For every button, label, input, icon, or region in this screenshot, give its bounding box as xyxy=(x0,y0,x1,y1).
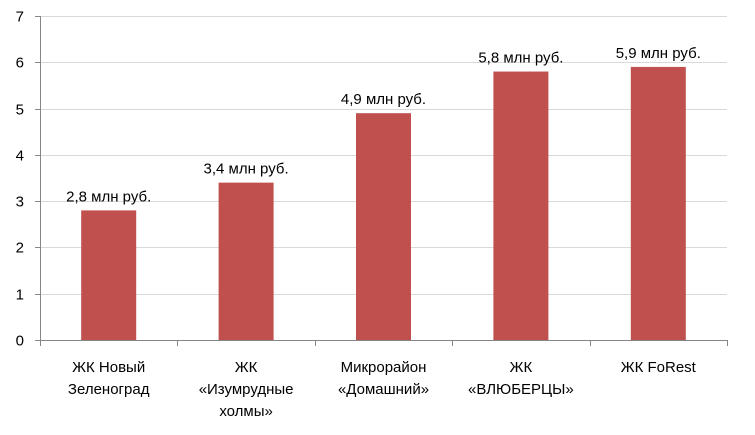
x-category-label: Микрорайон «Домашний» xyxy=(338,359,429,398)
bar xyxy=(493,71,549,341)
bar-data-label: 4,9 млн руб. xyxy=(341,91,426,108)
bar xyxy=(81,210,137,340)
bar-data-label: 3,4 млн руб. xyxy=(204,161,289,178)
x-category-label: ЖК FoRest xyxy=(621,359,697,376)
x-category-label: ЖК Новый Зеленоград xyxy=(68,359,150,398)
y-tick-labels: 0 1 2 3 4 5 6 7 xyxy=(16,9,24,350)
y-tick-label: 1 xyxy=(16,287,24,304)
x-category-label: ЖК «ВЛЮБЕРЦЫ» xyxy=(468,359,574,398)
bar xyxy=(218,182,274,340)
y-tick-label: 5 xyxy=(16,102,24,119)
y-tick-label: 6 xyxy=(16,55,24,72)
y-tick-label: 0 xyxy=(16,333,24,350)
bar-data-label: 5,8 млн руб. xyxy=(478,50,563,67)
x-category-label: ЖК «Изумрудные холмы» xyxy=(199,359,294,420)
bar-data-label: 5,9 млн руб. xyxy=(616,45,701,62)
category-labels: ЖК Новый Зеленоград ЖК «Изумрудные холмы» Мик… xyxy=(68,359,697,420)
axes xyxy=(35,16,728,346)
data-labels: 2,8 млн руб. 3,4 млн руб. 4,9 млн руб. 5,8 … xyxy=(66,45,701,205)
y-tick-label: 3 xyxy=(16,194,24,211)
bars xyxy=(81,66,686,341)
bar-data-label: 2,8 млн руб. xyxy=(66,188,151,205)
y-tick-label: 4 xyxy=(16,148,24,165)
y-tick-label: 2 xyxy=(16,240,24,257)
y-tick-label: 7 xyxy=(16,9,24,26)
bar xyxy=(630,66,686,341)
bar xyxy=(356,113,411,340)
